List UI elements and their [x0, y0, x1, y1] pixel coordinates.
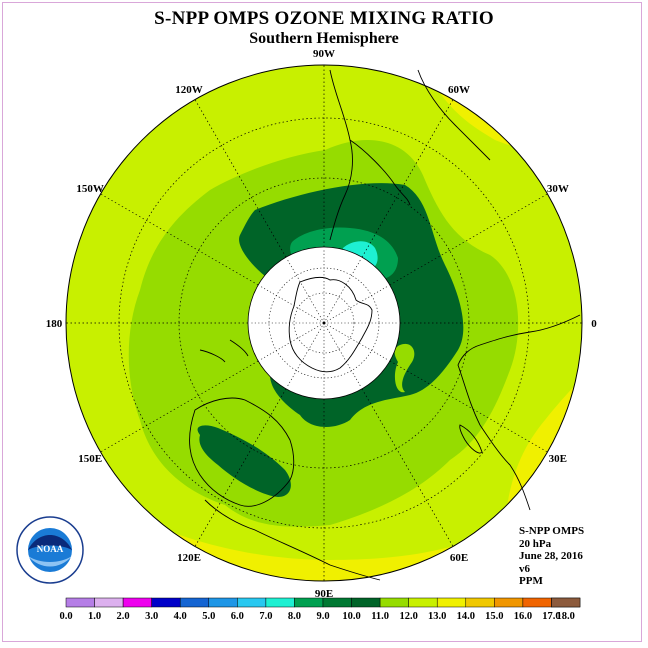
colorbar-tick-label: 4.0: [174, 611, 187, 622]
colorbar-tick-label: 9.0: [316, 611, 329, 622]
longitude-label: 150E: [78, 453, 102, 465]
polar-meridian-line: [259, 285, 325, 324]
latitude-circle: [178, 177, 470, 469]
field-10-11-inset: [394, 343, 415, 393]
polar-meridian-line: [323, 285, 389, 324]
longitude-label: 30E: [549, 453, 567, 465]
longitude-label: 90E: [315, 588, 333, 600]
field-9-10-blob: [197, 425, 291, 497]
colorbar-tick-label: 7.0: [259, 611, 272, 622]
longitude-labels: 90W 60W 30W 0 30E 60E 90E 120E 150E 180 150W 120W: [46, 48, 598, 600]
colorbar-tick-label: 8.0: [288, 611, 301, 622]
colorbar-swatch: [379, 597, 409, 608]
colorbar-swatch: [294, 597, 324, 608]
coast-africa: [457, 314, 581, 511]
longitude-label: 60W: [448, 84, 470, 96]
polar-meridian-line: [286, 322, 325, 388]
colorbar-swatch: [65, 597, 95, 608]
polar-graticule: [250, 249, 398, 397]
coast-new-zealand: [199, 339, 249, 363]
south-pole-marker: [322, 321, 326, 325]
longitude-label: 180: [46, 318, 63, 330]
colorbar-tick-label: 6.0: [231, 611, 244, 622]
longitude-label: 0: [591, 318, 597, 330]
colorbar-swatch: [122, 597, 152, 608]
colorbar-tick-label: 5.0: [202, 611, 215, 622]
longitude-label: 150W: [76, 183, 104, 195]
colorbar-tick-label: 16.0: [514, 611, 532, 622]
noaa-logo: NOAA: [16, 516, 84, 584]
colorbar-swatch: [522, 597, 552, 608]
colorbar-swatch: [351, 597, 381, 608]
polar-meridian-line: [286, 258, 325, 324]
longitude-label: 60E: [450, 552, 468, 564]
globe-outline: [65, 64, 583, 582]
polar-latitude-circle: [268, 267, 380, 379]
colorbar-swatch: [494, 597, 524, 608]
coast-australia: [189, 397, 295, 507]
coast-asia: [204, 499, 381, 581]
antarctica-outline: [288, 276, 373, 373]
longitude-label: 30W: [547, 183, 569, 195]
page-subtitle: Southern Hemisphere: [249, 30, 399, 47]
info-units: PPM: [519, 575, 543, 587]
polar-latitude-circle: [293, 292, 355, 354]
latitude-circle: [118, 117, 530, 529]
colorbar-swatch: [208, 597, 238, 608]
graticule: [66, 65, 582, 581]
colorbar-tick-label: 15.0: [485, 611, 503, 622]
colorbar-tick-label: 0.0: [59, 611, 72, 622]
colorbar-swatch: [265, 597, 295, 608]
longitude-label: 120E: [177, 552, 201, 564]
polar-meridian-line: [323, 322, 389, 361]
colorbar: 0.0 1.0 2.0 3.0 4.0 5.0 6.0 7.0 8.0 9.0 10.0 11.0 12…: [59, 597, 581, 622]
colorbar-tick-label: 10.0: [342, 611, 360, 622]
info-instrument: S-NPP OMPS: [519, 525, 585, 537]
info-version: v6: [519, 562, 530, 575]
colorbar-swatch-top: [551, 597, 581, 608]
info-level: 20 hPa: [519, 537, 552, 550]
colorbar-tick-label: 18.0: [557, 611, 575, 622]
colorbar-swatch: [237, 597, 267, 608]
noaa-logo-text: NOAA: [37, 544, 64, 554]
colorbar-tick-label: 2.0: [117, 611, 130, 622]
colorbar-swatch: [322, 597, 352, 608]
polar-meridian-line: [259, 322, 325, 361]
coastlines: [189, 69, 581, 581]
colorbar-tick-label: 14.0: [457, 611, 475, 622]
colorbar-swatch: [436, 597, 467, 608]
noaa-logo-wave-icon: [28, 556, 72, 567]
coast-south-america: [329, 69, 491, 241]
colorbar-swatch: [179, 597, 210, 608]
colorbar-swatch: [408, 597, 438, 608]
polar-meridian-line: [323, 322, 362, 388]
longitude-label: 120W: [175, 84, 203, 96]
colorbar-tick-label: 1.0: [88, 611, 101, 622]
colorbar-tick-label: 12.0: [399, 611, 417, 622]
polar-meridian-line: [323, 258, 362, 324]
page-title: S-NPP OMPS OZONE MIXING RATIO: [154, 8, 494, 29]
colorbar-swatch: [465, 597, 495, 608]
colorbar-tick-label: 17.0: [542, 611, 560, 622]
longitude-label: 90W: [313, 48, 335, 60]
colorbar-tick-label: 11.0: [371, 611, 389, 622]
coast-madagascar: [459, 424, 483, 454]
colorbar-tick-label: 3.0: [145, 611, 158, 622]
info-date: June 28, 2016: [519, 550, 583, 562]
colorbar-tick-label: 13.0: [428, 611, 446, 622]
info-panel: S-NPP OMPS 20 hPa June 28, 2016 v6 PPM: [519, 525, 584, 588]
noaa-logo-bird-icon: [28, 535, 72, 550]
figure-frame: [2, 2, 642, 642]
colorbar-swatch: [151, 597, 181, 608]
colorbar-swatch: [94, 597, 124, 608]
